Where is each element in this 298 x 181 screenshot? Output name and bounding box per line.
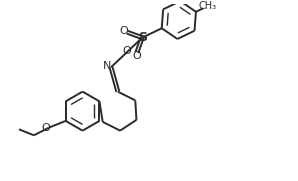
Text: O: O [120,26,128,36]
Text: S: S [138,31,147,44]
Text: O: O [132,51,141,61]
Text: O: O [123,46,131,56]
Text: CH₃: CH₃ [199,1,217,11]
Text: O: O [41,123,50,133]
Text: N: N [103,61,112,71]
